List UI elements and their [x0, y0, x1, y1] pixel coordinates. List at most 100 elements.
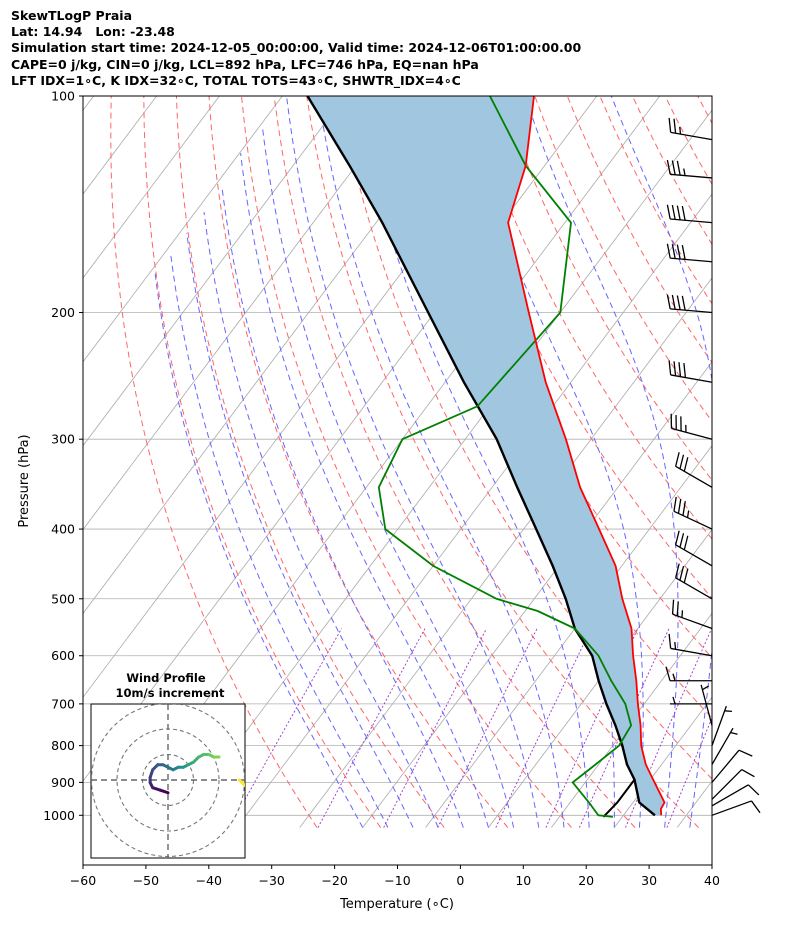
- wind-barb-staff: [711, 749, 740, 783]
- dry-adiabat: [436, 96, 712, 599]
- wind-barb-staff: [670, 173, 713, 179]
- x-axis-label: Temperature (∘C): [339, 897, 454, 912]
- wind-barb-feather: [671, 160, 676, 175]
- wind-barb-feather: [683, 535, 689, 551]
- moist-adiabat: [203, 212, 439, 828]
- hodograph-plot: [91, 704, 245, 858]
- dry-adiabat: [763, 96, 794, 828]
- wind-barb: [666, 159, 713, 179]
- wind-barb-feather: [666, 159, 671, 175]
- wind-barb-feather: [668, 117, 672, 133]
- moist-adiabat: [317, 96, 565, 828]
- isotherm-line: [83, 96, 94, 111]
- location-line: Lat: 14.94 Lon: -23.48: [11, 24, 175, 40]
- wind-barb-feather: [676, 160, 681, 176]
- wind-barb-feather: [681, 205, 686, 221]
- wind-barb: [668, 633, 713, 657]
- wind-barb-half-feather: [672, 673, 676, 681]
- wind-barb: [674, 452, 713, 488]
- wind-barb-half-feather: [724, 710, 732, 712]
- x-tick-label: 20: [578, 873, 594, 888]
- mixing-ratio-line: [228, 628, 342, 828]
- hodograph-title: Wind Profile: [126, 671, 206, 685]
- x-tick-label: −50: [133, 873, 159, 888]
- x-tick-label: −10: [384, 873, 410, 888]
- y-tick-label: 700: [51, 696, 75, 711]
- wind-barb-feather: [676, 244, 681, 260]
- wind-barb-feather: [683, 568, 689, 583]
- moist-adiabat: [186, 232, 414, 828]
- dry-adiabat: [175, 96, 445, 828]
- wind-barb-feather: [674, 563, 680, 578]
- cape-shading: [307, 96, 665, 816]
- wind-barb-half-feather: [681, 610, 684, 618]
- wind-barb: [711, 749, 753, 783]
- isotherm-line: [83, 96, 346, 447]
- wind-barb-staff: [700, 684, 713, 726]
- isotherm-line: [740, 96, 794, 828]
- isotherm-line: [299, 277, 712, 828]
- dry-adiabat: [730, 96, 794, 828]
- x-tick-label: 0: [456, 873, 464, 888]
- moist-adiabat: [610, 96, 712, 828]
- wind-barb-half-feather: [674, 641, 677, 650]
- wind-barb-feather: [673, 361, 677, 376]
- y-tick-label: 900: [51, 775, 75, 790]
- y-axis-label: Pressure (hPa): [17, 434, 32, 527]
- wind-barb-feather: [741, 769, 755, 778]
- moist-adiabat: [715, 96, 774, 828]
- wind-barb-staff: [670, 218, 713, 224]
- wind-barb: [668, 117, 713, 141]
- wind-barb-feather: [674, 530, 680, 546]
- wind-barb-staff: [675, 577, 713, 600]
- wind-barb: [673, 496, 713, 530]
- wind-barb-feather: [681, 244, 686, 260]
- plot-area: [83, 96, 794, 828]
- cape-line: CAPE=0 j/kg, CIN=0 j/kg, LCL=892 hPa, LF…: [11, 56, 479, 72]
- wind-barb-feather: [679, 454, 685, 470]
- x-tick-label: −60: [70, 873, 96, 888]
- wind-barb-feather: [683, 457, 689, 472]
- wind-barb-staff: [675, 544, 713, 567]
- mixing-ratio-line: [317, 628, 426, 828]
- mixing-ratio-line: [437, 628, 538, 828]
- wind-barb-feather: [682, 501, 686, 516]
- chart-title: SkewTLogP Praia: [11, 8, 133, 23]
- wind-barbs: [665, 117, 761, 816]
- wind-barb-feather: [677, 498, 682, 514]
- wind-barb-feather: [738, 749, 753, 757]
- dry-adiabat: [469, 96, 712, 540]
- wind-barb: [711, 800, 761, 816]
- wind-barb: [711, 769, 755, 800]
- wind-barb: [666, 294, 713, 314]
- wind-barb-staff: [711, 784, 749, 807]
- temperature-line: [507, 96, 666, 816]
- wind-barb-feather: [668, 360, 672, 376]
- x-tick-label: −40: [196, 873, 222, 888]
- x-tick-label: −30: [259, 873, 285, 888]
- y-tick-label: 600: [51, 648, 75, 663]
- wind-barb-feather: [676, 601, 679, 616]
- dry-adiabat: [632, 96, 712, 246]
- wind-barb-feather: [671, 294, 676, 310]
- isotherm-line: [425, 444, 712, 828]
- wind-barb-staff: [711, 769, 743, 800]
- wind-barb-feather: [679, 533, 685, 548]
- axis-ticks: −60 −50 −40 −30 −20 −10 0 10 20 30 40 1000 900 800 700…: [43, 89, 720, 889]
- wind-barb: [711, 727, 738, 765]
- moist-adiabat: [154, 270, 364, 828]
- wind-barb-feather: [666, 243, 671, 259]
- wind-barb-feather: [674, 452, 680, 467]
- wind-barb: [668, 360, 713, 383]
- chart-header: SkewTLogP Praia Lat: 14.94 Lon: -23.48 S…: [11, 8, 581, 89]
- wind-barb-half-feather: [672, 696, 676, 705]
- wind-barb-half-feather: [686, 510, 690, 518]
- time-line: Simulation start time: 2024-12-05_00:00:…: [11, 40, 582, 56]
- moist-adiabat: [221, 189, 464, 828]
- wind-barb-staff: [670, 308, 713, 314]
- isotherm-line: [173, 109, 712, 828]
- moist-adiabat: [240, 152, 489, 828]
- hodograph-segment: [240, 781, 245, 787]
- wind-barb-feather: [671, 244, 676, 259]
- dry-adiabat: [566, 96, 712, 364]
